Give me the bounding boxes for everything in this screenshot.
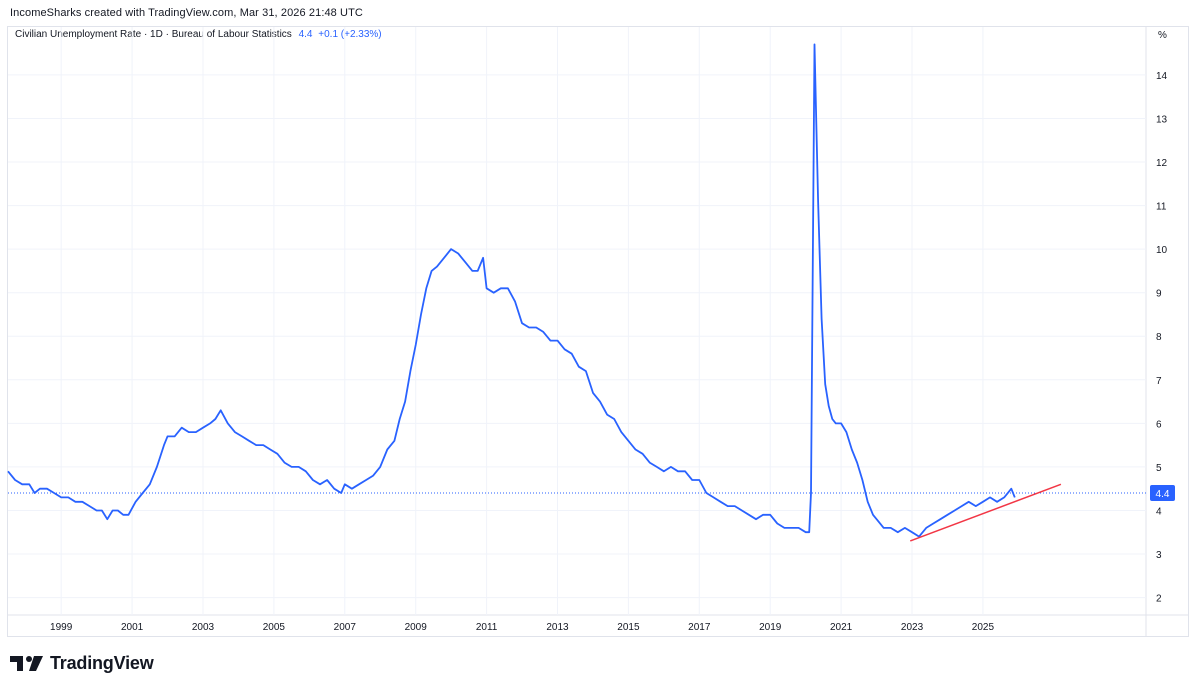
y-tick-label: 8 — [1156, 332, 1162, 343]
y-tick-label: 2 — [1156, 594, 1162, 605]
y-tick-label: 12 — [1156, 158, 1168, 169]
x-tick-label: 2019 — [759, 622, 782, 633]
last-value-tag-label: 4.4 — [1156, 489, 1170, 500]
x-tick-label: 2007 — [334, 622, 357, 633]
series-line-unemployment-rate[interactable] — [7, 43, 1016, 538]
y-tick-label: 9 — [1156, 289, 1162, 300]
y-tick-label: 13 — [1156, 114, 1168, 125]
series-legend[interactable]: Civilian Unemployment Rate · 1D · Bureau… — [15, 29, 382, 40]
x-tick-label: 2025 — [972, 622, 995, 633]
x-tick-label: 2001 — [121, 622, 144, 633]
series-name: Civilian Unemployment Rate · 1D · Bureau… — [15, 29, 292, 40]
y-tick-label: 7 — [1156, 376, 1162, 387]
chart-caption: IncomeSharks created with TradingView.co… — [10, 7, 363, 19]
y-tick-label: 4 — [1156, 506, 1162, 517]
y-tick-label: 3 — [1156, 550, 1162, 561]
y-tick-label: 14 — [1156, 71, 1168, 82]
x-tick-label: 2015 — [617, 622, 640, 633]
series-change: +0.1 (+2.33%) — [318, 29, 382, 40]
x-tick-label: 2005 — [263, 622, 286, 633]
x-tick-label: 2013 — [546, 622, 569, 633]
y-tick-label: 5 — [1156, 463, 1162, 474]
y-tick-label: 11 — [1156, 202, 1167, 213]
tradingview-logo-icon — [10, 656, 43, 671]
x-tick-label: 2003 — [192, 622, 215, 633]
tradingview-logo-text: TradingView — [50, 652, 154, 673]
chart-frame[interactable] — [7, 26, 1189, 637]
series-last-value: 4.4 — [298, 29, 313, 40]
x-tick-label: 1999 — [50, 622, 73, 633]
tradingview-logo[interactable]: TradingView — [10, 652, 154, 674]
x-tick-label: 2021 — [830, 622, 853, 633]
x-tick-label: 2011 — [476, 622, 498, 633]
x-tick-label: 2017 — [688, 622, 711, 633]
price-axis-unit: % — [1158, 30, 1167, 41]
y-tick-label: 6 — [1156, 419, 1162, 430]
x-tick-label: 2023 — [901, 622, 924, 633]
x-tick-label: 2009 — [405, 622, 428, 633]
trendline[interactable] — [909, 483, 1062, 542]
last-value-tag — [1150, 485, 1175, 502]
y-tick-label: 10 — [1156, 245, 1168, 256]
